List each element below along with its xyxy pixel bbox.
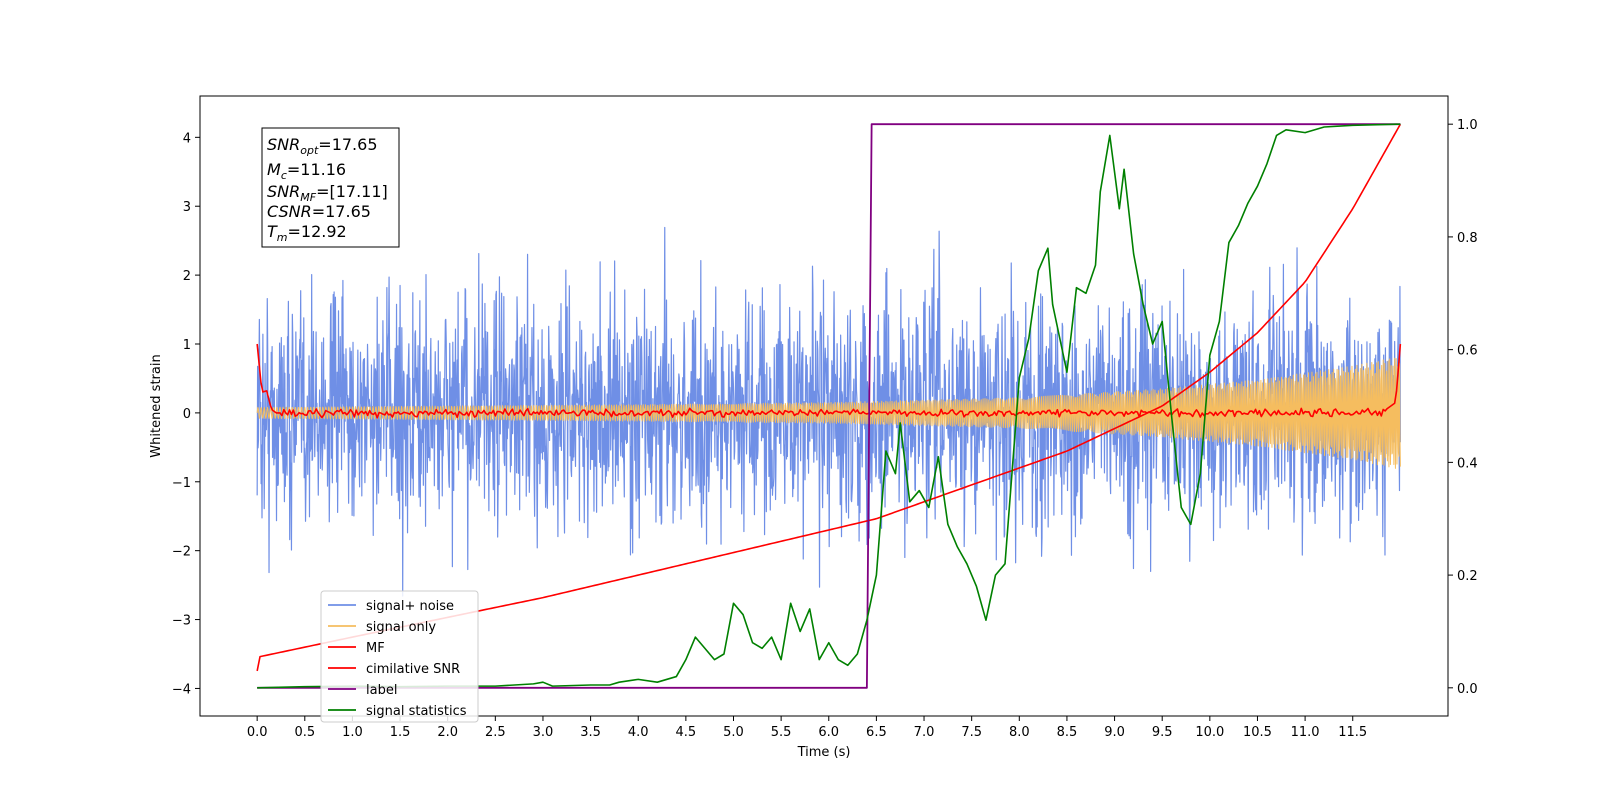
legend-item-label: signal only xyxy=(366,620,436,635)
y2-tick-label: 0.0 xyxy=(1457,682,1478,697)
annotation-tm: Tm=12.92 xyxy=(267,222,347,244)
x-axis-label: Time (s) xyxy=(797,745,851,760)
series-mf xyxy=(256,343,1402,419)
x-tick-label: 6.0 xyxy=(818,725,839,740)
x-tick-label: 7.5 xyxy=(961,725,982,740)
legend-item-label: signal+ noise xyxy=(366,599,454,614)
x-tick-label: 3.5 xyxy=(580,725,601,740)
y-tick-label: −4 xyxy=(172,682,191,697)
axes-frame xyxy=(199,95,1449,717)
x-tick-label: 2.5 xyxy=(485,725,506,740)
y-tick-label: 4 xyxy=(183,131,191,146)
y-tick-label: 3 xyxy=(183,200,191,215)
legend-item-label: MF xyxy=(366,641,385,656)
x-tick-label: 1.0 xyxy=(342,725,363,740)
x-tick-label: 9.5 xyxy=(1152,725,1173,740)
x-tick-label: 0.0 xyxy=(247,725,268,740)
annotation-snr-mf: SNRMF=[17.11] xyxy=(267,182,388,204)
series-signal-noise xyxy=(256,226,1401,597)
x-tick-label: 11.5 xyxy=(1338,725,1367,740)
legend-item-label: cimilative SNR xyxy=(366,662,460,677)
x-tick-label: 3.0 xyxy=(533,725,554,740)
metrics-annotation-box: SNRopt=17.65 Mc=11.16 SNRMF=[17.11] CSNR… xyxy=(261,127,400,248)
annotation-snr-opt: SNRopt=17.65 xyxy=(267,135,378,157)
y2-tick-label: 0.2 xyxy=(1457,569,1478,584)
x-tick-label: 9.0 xyxy=(1104,725,1125,740)
y2-tick-label: 0.8 xyxy=(1457,231,1478,246)
legend-item-label: label xyxy=(366,683,397,698)
x-tick-label: 6.5 xyxy=(866,725,887,740)
x-tick-label: 5.0 xyxy=(723,725,744,740)
y-tick-label: 2 xyxy=(183,269,191,284)
x-tick-label: 8.5 xyxy=(1057,725,1078,740)
x-tick-label: 1.5 xyxy=(390,725,411,740)
y-tick-label: −2 xyxy=(172,545,191,560)
y-tick-label: 0 xyxy=(183,407,191,422)
x-tick-label: 10.5 xyxy=(1243,725,1272,740)
legend-item-label: signal statistics xyxy=(366,704,467,719)
x-tick-label: 8.0 xyxy=(1009,725,1030,740)
x-axis: 0.0 0.5 1.0 1.5 2.0 2.5 3.0 3.5 4.0 4.5 5.0 5.5 6.0 6… xyxy=(247,716,1367,740)
x-tick-label: 2.0 xyxy=(437,725,458,740)
y2-tick-label: 1.0 xyxy=(1457,118,1478,133)
y-axis-left: 4 3 2 1 0 −1 −2 −3 −4 xyxy=(172,131,200,697)
y-tick-label: −1 xyxy=(172,476,191,491)
x-tick-label: 4.5 xyxy=(676,725,697,740)
y-axis-right: 1.0 0.8 0.6 0.4 0.2 0.0 xyxy=(1448,118,1478,697)
x-tick-label: 5.5 xyxy=(771,725,792,740)
x-tick-label: 7.0 xyxy=(914,725,935,740)
y-axis-label: Whitened strain xyxy=(149,354,164,457)
x-tick-label: 10.0 xyxy=(1195,725,1224,740)
series-signal-statistics xyxy=(257,123,1401,689)
y-tick-label: −3 xyxy=(172,614,191,629)
annotation-csnr: CSNR=17.65 xyxy=(267,202,371,221)
y2-tick-label: 0.6 xyxy=(1457,344,1478,359)
legend: signal+ noise signal only MF cimilative SNR… xyxy=(320,590,479,723)
x-tick-label: 4.0 xyxy=(628,725,649,740)
x-tick-label: 0.5 xyxy=(294,725,315,740)
y2-tick-label: 0.4 xyxy=(1457,456,1478,471)
annotation-mc: Mc=11.16 xyxy=(267,160,346,182)
y-tick-label: 1 xyxy=(183,338,191,353)
series-label xyxy=(257,123,1401,689)
x-tick-label: 11.0 xyxy=(1291,725,1320,740)
